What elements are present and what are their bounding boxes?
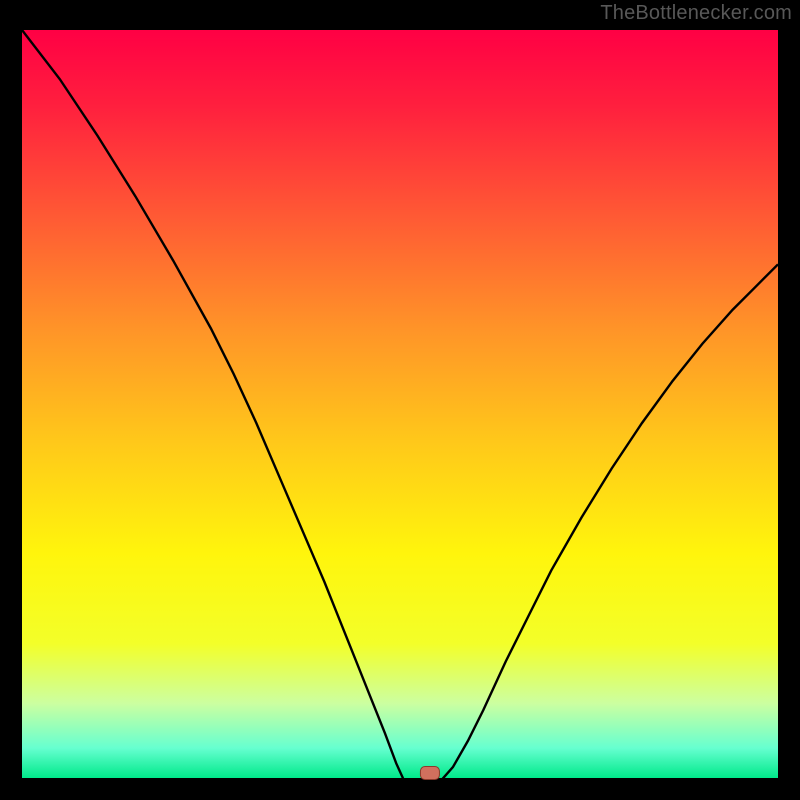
curve-layer (22, 30, 778, 786)
plot-area (22, 30, 778, 778)
chart-frame: TheBottlenecker.com (0, 0, 800, 800)
watermark-text: TheBottlenecker.com (600, 2, 792, 25)
bottleneck-curve (22, 30, 778, 782)
optimum-marker (420, 766, 440, 780)
